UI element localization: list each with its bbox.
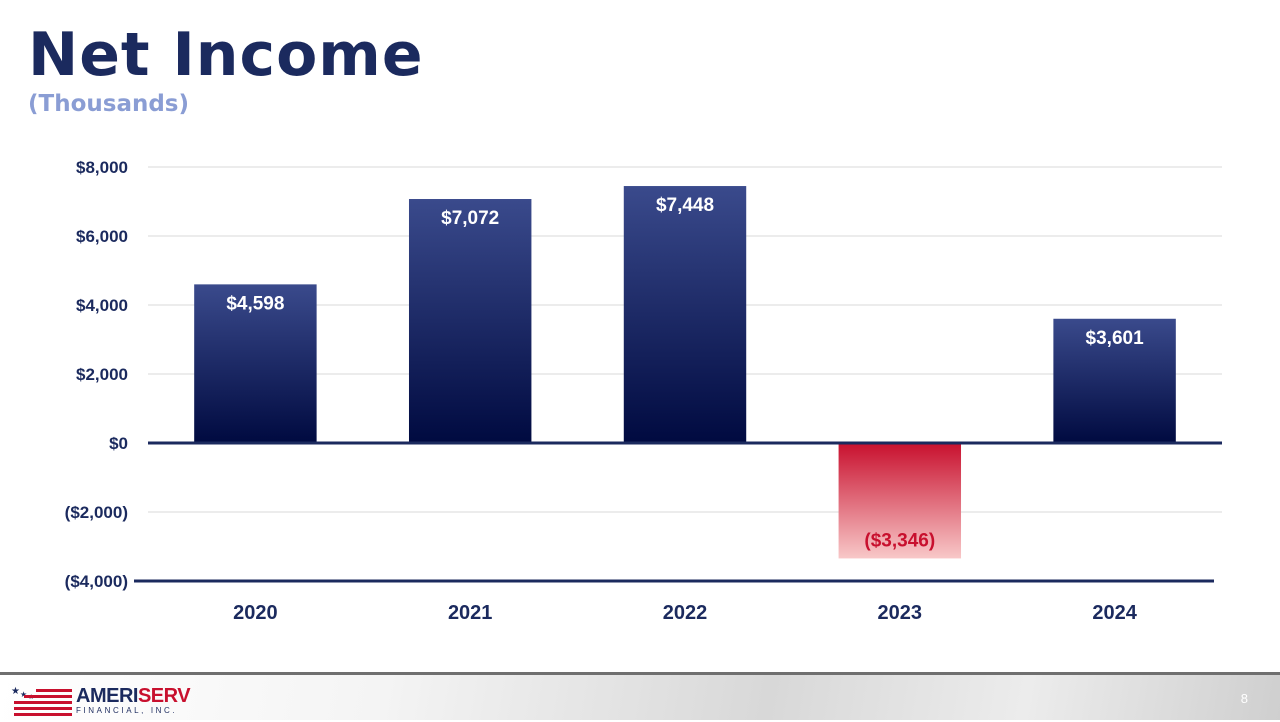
logo-text-serv: SERV [137, 685, 191, 707]
bar-2022 [623, 186, 747, 443]
x-axis-category-labels: 2020 2021 2022 2023 2024 [233, 602, 1138, 624]
x-tick-label-2022: 2022 [663, 602, 708, 624]
x-tick-label-2021: 2021 [448, 602, 493, 624]
svg-text:★: ★ [20, 690, 27, 699]
ameriserv-logo: ★ ★ ★ AMERISERV FINANCIAL, INC. [10, 683, 210, 719]
y-tick-label: ($2,000) [65, 503, 128, 522]
data-label-2020: $4,598 [226, 293, 284, 314]
x-tick-label-2020: 2020 [233, 602, 278, 624]
svg-text:★: ★ [11, 686, 20, 697]
y-tick-label: $2,000 [76, 365, 128, 384]
logo-wordmark: AMERISERV [76, 685, 191, 707]
data-label-2024: $3,601 [1086, 328, 1145, 349]
data-labels: $4,598 $7,072 $7,448 ($3,346) $3,601 [226, 195, 1144, 551]
flag-stars-stripes-icon: ★ ★ ★ [11, 686, 72, 716]
page-number: 8 [1240, 691, 1248, 706]
data-label-2022: $7,448 [656, 195, 714, 216]
bar-2023 [838, 443, 962, 559]
y-axis-tick-labels: $8,000 $6,000 $4,000 $2,000 $0 ($2,000) ($4,00… [65, 158, 128, 591]
bar-2020 [194, 284, 317, 443]
bars [194, 186, 1176, 559]
logo-subtext: FINANCIAL, INC. [76, 706, 178, 715]
logo-text-ameri: AMERI [76, 685, 138, 707]
net-income-bar-chart: $8,000 $6,000 $4,000 $2,000 $0 ($2,000) ($4,00… [65, 158, 1222, 624]
y-tick-label: $6,000 [76, 227, 128, 246]
y-tick-label: $4,000 [76, 296, 128, 315]
data-label-2021: $7,072 [441, 208, 499, 229]
bar-2024 [1053, 318, 1176, 443]
slide-subtitle: (Thousands) [28, 91, 189, 117]
footer-bar: ★ ★ ★ AMERISERV FINANCIAL, INC. 8 [0, 672, 1280, 720]
x-tick-label-2024: 2024 [1092, 602, 1137, 624]
axes [134, 441, 1222, 583]
y-tick-label: ($4,000) [65, 572, 128, 591]
y-tick-label: $8,000 [76, 158, 128, 177]
data-label-2023: ($3,346) [864, 530, 935, 551]
slide-title: Net Income [28, 20, 424, 90]
x-tick-label-2023: 2023 [878, 602, 923, 624]
bar-2021 [408, 199, 532, 443]
y-tick-label: $0 [109, 434, 128, 453]
